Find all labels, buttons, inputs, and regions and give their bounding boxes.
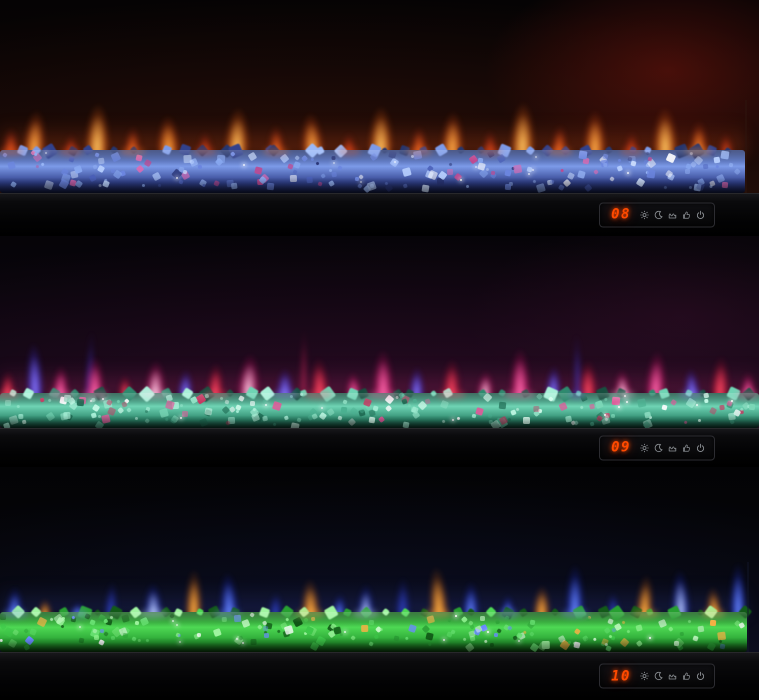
touch-control-display: 10 — [599, 663, 715, 689]
flames-magenta — [0, 240, 759, 401]
power-icon — [696, 443, 705, 452]
front-panel: 10 — [0, 652, 759, 700]
touch-control-display: 08 — [599, 202, 715, 227]
sleep-timer-icon — [654, 443, 663, 452]
brightness-icon — [640, 210, 649, 219]
brightness-icon — [640, 443, 649, 452]
unit-right-edge — [747, 562, 749, 700]
ember-bed-icon — [668, 210, 677, 219]
crystal-ember-bed-blue — [0, 142, 745, 194]
touch-controls — [640, 443, 705, 452]
sleep-timer-icon — [654, 671, 663, 681]
brightness-icon — [640, 671, 649, 681]
led-display: 10 — [611, 668, 631, 684]
touch-controls — [640, 210, 705, 219]
crystal-ember-bed-teal — [0, 385, 759, 432]
front-panel: 08 — [0, 193, 759, 236]
fireplace-unit-bottom: 10 — [0, 467, 759, 700]
heat-icon — [682, 443, 691, 452]
flames-blue-orange — [0, 470, 749, 621]
led-display: 09 — [611, 439, 631, 456]
fireplace-unit-middle: 09 — [0, 236, 759, 467]
touch-control-display: 09 — [599, 435, 715, 460]
unit-right-edge — [745, 100, 747, 236]
front-panel: 09 — [0, 428, 759, 467]
led-display: 08 — [611, 206, 631, 223]
power-icon — [696, 210, 705, 219]
ember-bed-icon — [668, 443, 677, 452]
touch-controls — [640, 671, 705, 681]
flames-orange — [0, 8, 745, 159]
heat-icon — [682, 672, 691, 681]
fireplace-unit-top: 08 — [0, 0, 759, 236]
ember-bed-icon — [668, 672, 677, 681]
sleep-timer-icon — [654, 210, 663, 219]
crystal-ember-bed-green — [0, 604, 753, 653]
power-icon — [696, 671, 705, 681]
heat-icon — [682, 210, 691, 219]
